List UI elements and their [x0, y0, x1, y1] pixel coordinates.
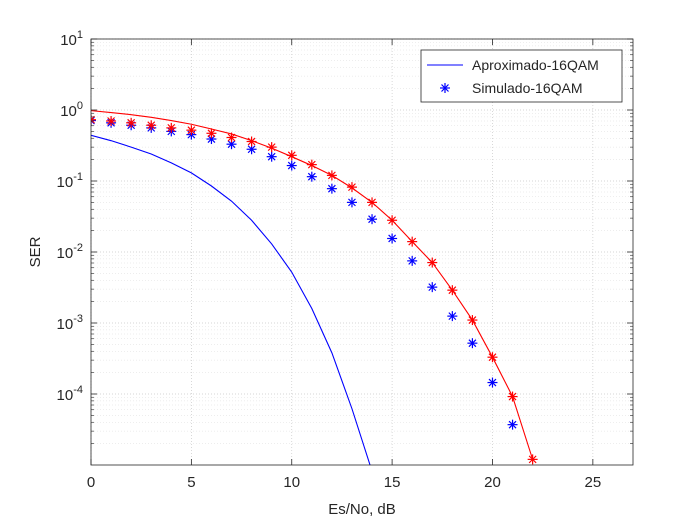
series-3-marker: [527, 454, 538, 465]
legend-label: Aproximado-16QAM: [472, 57, 599, 73]
simulado-16qam-marker: [387, 233, 398, 244]
x-tick-label: 10: [283, 474, 300, 491]
legend-box: [420, 49, 623, 103]
y-tick-label: 10-1: [57, 171, 83, 191]
simulado-16qam-marker: [346, 197, 357, 208]
series-3-marker: [326, 170, 337, 181]
series-3-marker: [146, 120, 157, 131]
simulado-16qam-marker: [487, 377, 498, 388]
series-3-marker: [467, 315, 478, 326]
simulado-16qam-marker: [507, 419, 518, 430]
x-tick-label: 25: [585, 474, 602, 491]
series-3-marker: [286, 150, 297, 161]
legend-label: Simulado-16QAM: [472, 80, 583, 96]
series-3-marker: [206, 128, 217, 139]
series-3-marker: [246, 136, 257, 147]
simulado-16qam-marker: [326, 183, 337, 194]
grid: [90, 38, 633, 465]
x-axis-label: Es/No, dB: [328, 501, 396, 518]
aproximado-16qam-line: [91, 134, 371, 465]
simulado-16qam-marker: [467, 338, 478, 349]
simulado-16qam-marker: [367, 214, 378, 225]
series-3-marker: [507, 391, 518, 402]
simulado-16qam-marker: [246, 144, 257, 155]
legend-star-swatch: [440, 83, 450, 93]
series-3-marker: [306, 159, 317, 170]
series-3-marker: [186, 125, 197, 136]
series-3-marker: [346, 182, 357, 193]
series-3-marker: [387, 215, 398, 226]
simulado-16qam-marker: [407, 255, 418, 266]
series-clip-group: [91, 110, 538, 465]
series-3-marker: [427, 257, 438, 268]
series-3-marker: [106, 115, 117, 126]
y-tick-label: 10-4: [57, 384, 83, 404]
x-tick-label: 0: [87, 474, 95, 491]
tick-layer: 101 100 10-1 10-2 10-3 10-4 0 5 10 15 20 25: [57, 29, 633, 491]
simulado-16qam-marker: [447, 311, 458, 322]
series-3-marker: [226, 132, 237, 143]
simulado-16qam-marker: [286, 160, 297, 171]
y-tick-label: 101: [60, 29, 83, 49]
simulado-16qam-marker: [306, 171, 317, 182]
series-3-marker: [367, 197, 378, 208]
legend: Aproximado-16QAM Simulado-16QAM: [420, 49, 623, 103]
simulado-16qam-marker: [266, 151, 277, 162]
y-tick-label: 10-2: [57, 242, 83, 262]
series-3-marker: [91, 114, 96, 125]
x-tick-label: 5: [187, 474, 195, 491]
series-3-marker: [126, 117, 137, 128]
simulado-16qam-marker: [427, 282, 438, 293]
x-tick-label: 15: [384, 474, 401, 491]
series-3-marker: [266, 142, 277, 153]
y-tick-label: 10-3: [57, 313, 83, 333]
x-tick-label: 20: [484, 474, 501, 491]
y-axis-label: SER: [27, 236, 44, 267]
series-layer: [91, 110, 538, 465]
simulado-16qam-marker: [91, 115, 96, 126]
y-tick-label: 100: [60, 100, 83, 120]
series-3-marker: [166, 122, 177, 133]
series-3-marker: [487, 352, 498, 363]
series-3-marker: [447, 285, 458, 296]
series-3-marker: [407, 236, 418, 247]
